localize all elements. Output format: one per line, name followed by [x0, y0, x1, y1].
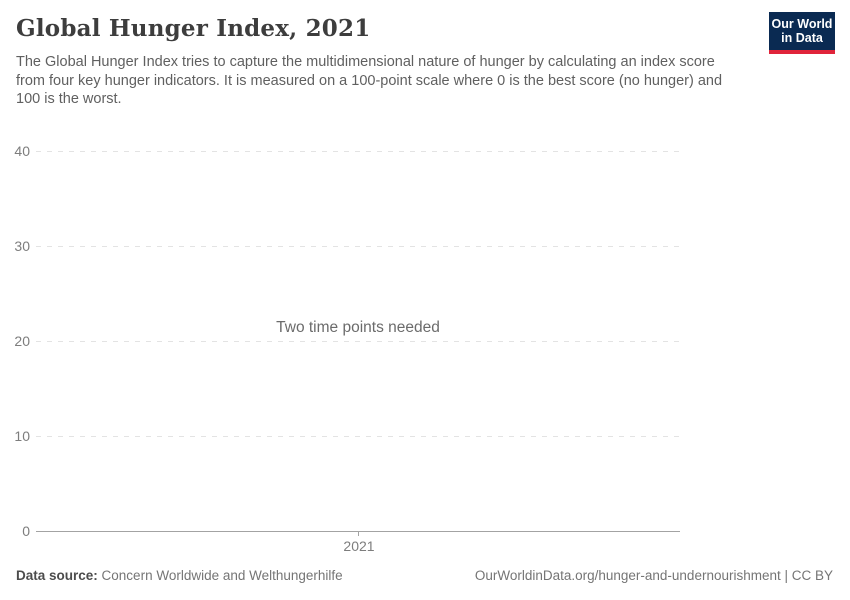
datasource-label: Data source: — [16, 568, 98, 583]
datasource-value: Concern Worldwide and Welthungerhilfe — [101, 568, 343, 583]
x-tick-mark-2021 — [358, 531, 359, 536]
owid-logo-line1: Our World — [771, 16, 833, 31]
chart-footer: Data source: Concern Worldwide and Welth… — [16, 568, 833, 583]
owid-logo: Our World in Data — [769, 12, 835, 54]
y-tick-label-30: 30 — [14, 238, 30, 254]
empty-chart-message: Two time points needed — [276, 319, 440, 336]
y-tick-label-40: 40 — [14, 143, 30, 159]
gridline-40 — [36, 151, 680, 152]
y-tick-label-0: 0 — [22, 523, 30, 539]
owid-logo-line2: in Data — [781, 31, 823, 45]
datasource-line: Data source: Concern Worldwide and Welth… — [16, 568, 343, 583]
owid-logo-text: Our World in Data — [772, 17, 833, 46]
y-tick-label-10: 10 — [14, 428, 30, 444]
y-tick-label-20: 20 — [14, 333, 30, 349]
x-tick-label-2021: 2021 — [343, 538, 375, 554]
gridline-10 — [36, 436, 680, 437]
gridline-20 — [36, 341, 680, 342]
chart-title: Global Hunger Index, 2021 — [16, 15, 371, 42]
chart-subtitle: The Global Hunger Index tries to capture… — [16, 54, 723, 107]
gridline-30 — [36, 246, 680, 247]
attribution-link[interactable]: OurWorldinData.org/hunger-and-undernouri… — [474, 568, 833, 583]
